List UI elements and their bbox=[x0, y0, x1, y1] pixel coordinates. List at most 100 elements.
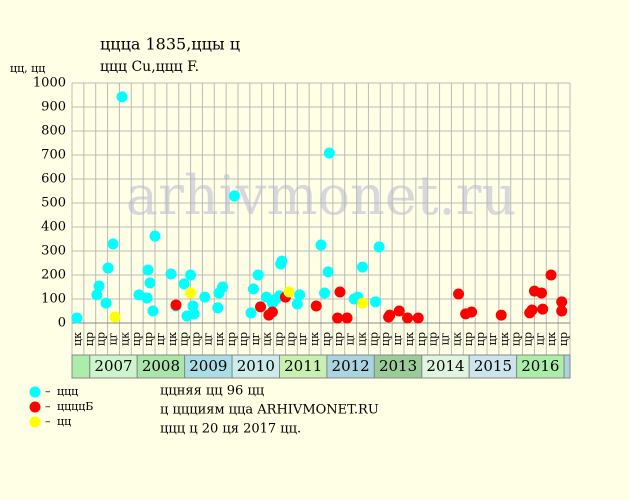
x-tick-label: цк bbox=[308, 332, 321, 346]
chart-subtitle: ццц Cu,ццц F. bbox=[100, 59, 199, 75]
point bbox=[332, 312, 344, 324]
x-tick-label: цр bbox=[83, 332, 96, 346]
x-tick-label: цк bbox=[261, 332, 274, 346]
point bbox=[556, 296, 568, 308]
x-tick-label: цр bbox=[95, 332, 108, 346]
note: ццц ц 20 ця 2017 цц. bbox=[160, 422, 301, 437]
point bbox=[536, 287, 548, 299]
point bbox=[393, 305, 405, 317]
point bbox=[453, 288, 465, 300]
point bbox=[276, 255, 288, 267]
y-tick-label: 800 bbox=[41, 124, 66, 139]
year-label: 2010 bbox=[237, 357, 275, 375]
x-tick-label: цг bbox=[296, 332, 309, 345]
point bbox=[545, 269, 557, 281]
y-tick-label: 700 bbox=[41, 148, 66, 163]
legend-marker bbox=[29, 401, 41, 413]
point bbox=[495, 309, 507, 321]
point bbox=[212, 302, 224, 314]
x-tick-label: цр bbox=[284, 332, 297, 346]
point bbox=[71, 312, 83, 324]
point bbox=[291, 298, 303, 310]
y-tick-label: 300 bbox=[41, 244, 66, 259]
point bbox=[102, 262, 114, 274]
point bbox=[165, 268, 177, 280]
x-tick-label: цк bbox=[356, 332, 369, 346]
year-label: 2007 bbox=[94, 357, 132, 375]
point bbox=[185, 269, 197, 281]
y-tick-label: 0 bbox=[58, 316, 66, 331]
x-tick-label: цг bbox=[533, 332, 546, 345]
year-label: 2013 bbox=[379, 357, 417, 375]
x-tick-label: цг bbox=[344, 332, 357, 345]
legend-dash: – bbox=[45, 415, 51, 428]
x-tick-label: цр bbox=[415, 332, 428, 346]
x-tick-label: цк bbox=[545, 332, 558, 346]
year-label: 2015 bbox=[474, 357, 512, 375]
y-tick-label: 100 bbox=[41, 292, 66, 307]
legend-label: цц bbox=[57, 415, 71, 428]
x-tick-label: цк bbox=[71, 332, 84, 346]
point bbox=[199, 291, 211, 303]
x-tick-label: цк bbox=[118, 332, 131, 346]
point bbox=[322, 266, 334, 278]
point bbox=[141, 292, 153, 304]
x-tick-label: цг bbox=[439, 332, 452, 345]
legend-label: ццццБ bbox=[57, 400, 93, 413]
chart-title: ццца 1835,ццы ц bbox=[100, 35, 240, 54]
point bbox=[116, 91, 128, 103]
point bbox=[466, 306, 478, 318]
y-tick-label: 1000 bbox=[33, 76, 66, 91]
year-label: 2014 bbox=[426, 357, 464, 375]
x-tick-label: цк bbox=[166, 332, 179, 346]
point bbox=[142, 264, 154, 276]
legend-dash: – bbox=[45, 400, 51, 413]
y-tick-label: 400 bbox=[41, 220, 66, 235]
point bbox=[188, 308, 200, 320]
point bbox=[93, 280, 105, 292]
point bbox=[319, 287, 331, 299]
year-cell bbox=[563, 354, 571, 379]
point bbox=[217, 281, 229, 293]
y-axis-label: цц, цц bbox=[10, 62, 45, 75]
x-tick-label: цг bbox=[249, 332, 262, 345]
x-tick-label: цр bbox=[225, 332, 238, 346]
x-tick-label: цр bbox=[379, 332, 392, 346]
point bbox=[315, 239, 327, 251]
x-tick-label: цг bbox=[486, 332, 499, 345]
x-tick-label: цр bbox=[273, 332, 286, 346]
point bbox=[147, 305, 159, 317]
legend-dash: – bbox=[45, 385, 51, 398]
year-label: 2011 bbox=[284, 357, 322, 375]
x-tick-label: цр bbox=[522, 332, 535, 346]
x-tick-label: цр bbox=[427, 332, 440, 346]
point bbox=[252, 269, 264, 281]
point bbox=[357, 297, 368, 309]
x-tick-label: цг bbox=[391, 332, 404, 345]
x-tick-label: цк bbox=[213, 332, 226, 346]
point bbox=[247, 283, 259, 295]
x-tick-label: цр bbox=[474, 332, 487, 346]
point bbox=[323, 147, 335, 159]
x-tick-label: цр bbox=[320, 332, 333, 346]
point bbox=[537, 303, 549, 315]
legend-label: ццц bbox=[57, 385, 78, 398]
x-tick-label: цр bbox=[178, 332, 191, 346]
x-tick-label: цр bbox=[130, 332, 143, 346]
x-tick-label: цр bbox=[142, 332, 155, 346]
point bbox=[100, 297, 112, 309]
point bbox=[144, 277, 156, 289]
year-label: 2012 bbox=[332, 357, 370, 375]
x-tick-label: цр bbox=[367, 332, 380, 346]
point bbox=[341, 312, 353, 324]
x-tick-label: цр bbox=[510, 332, 523, 346]
x-tick-label: цр bbox=[332, 332, 345, 346]
point bbox=[109, 311, 121, 323]
y-tick-label: 200 bbox=[41, 268, 66, 283]
point bbox=[412, 312, 424, 324]
point bbox=[170, 299, 182, 311]
note: ц ццциям ццa ARHIVMONET.RU bbox=[160, 403, 379, 418]
point bbox=[357, 261, 368, 273]
x-tick-label: цр bbox=[557, 332, 570, 346]
